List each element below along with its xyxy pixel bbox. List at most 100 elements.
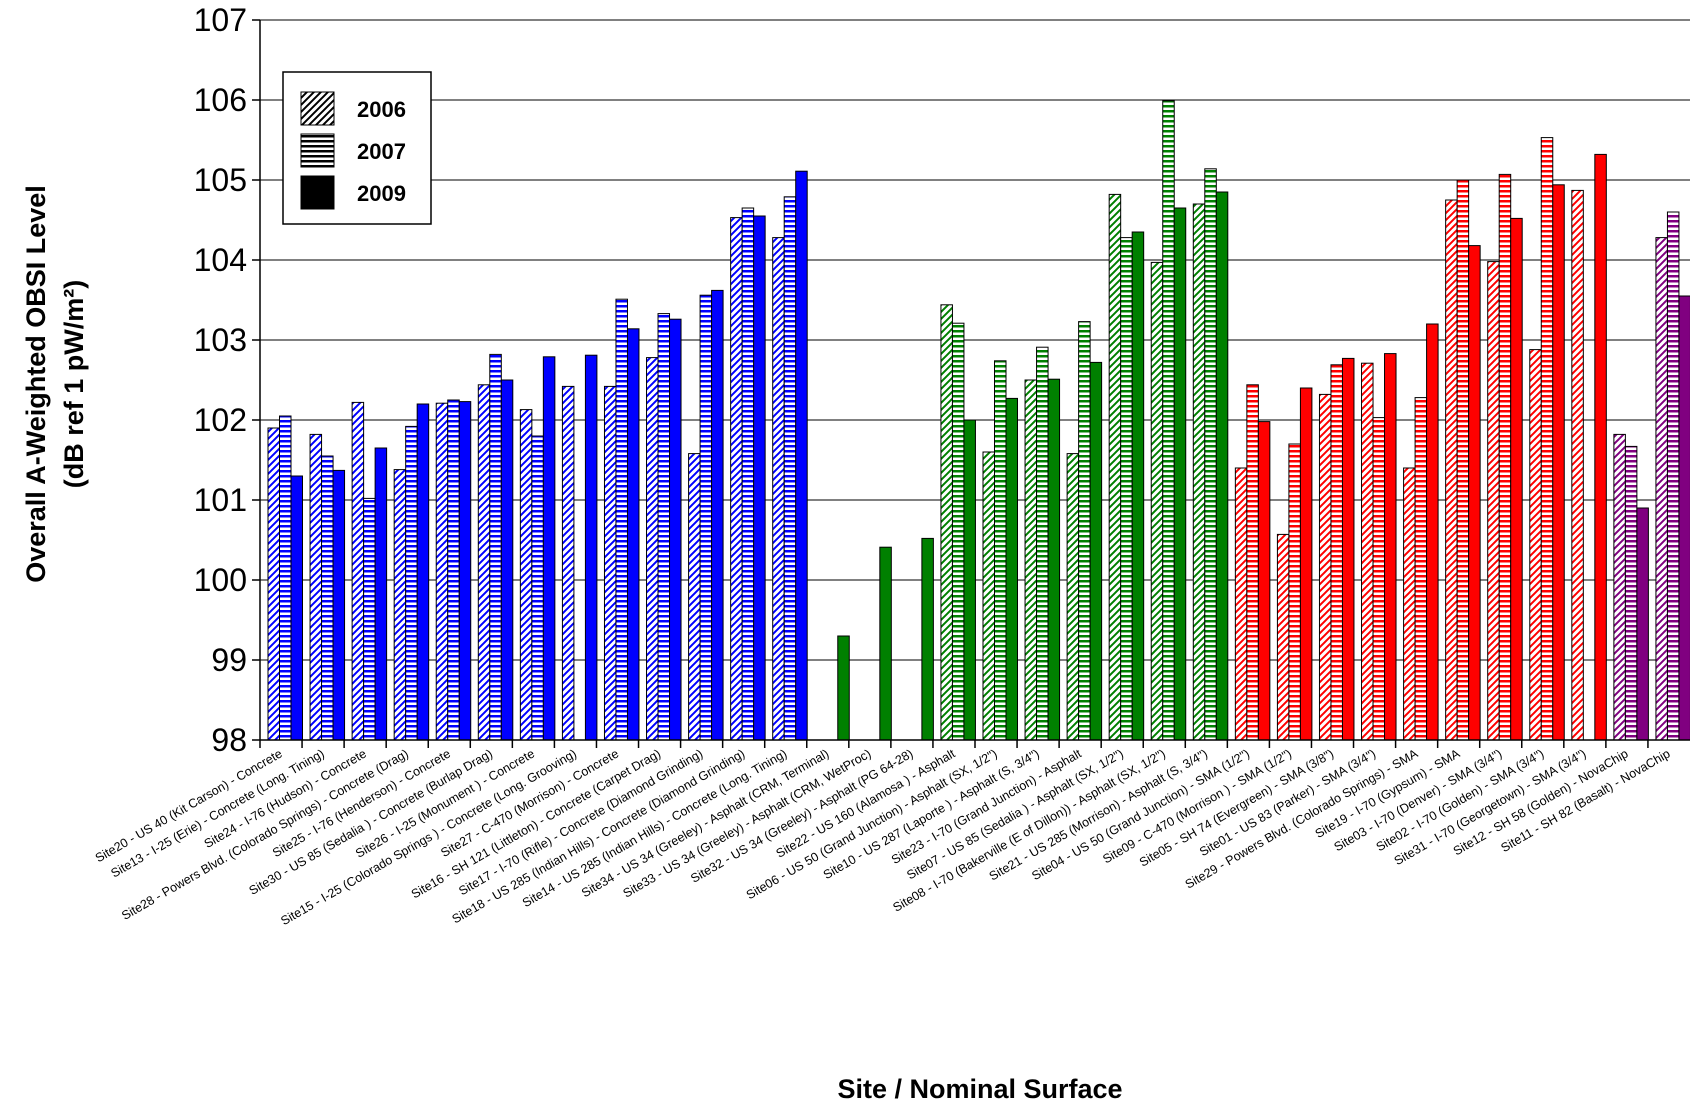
bar-2007 <box>951 322 965 741</box>
legend-swatch-2006 <box>300 91 335 126</box>
bar-2007 <box>1330 364 1343 741</box>
bar-2009 <box>290 475 303 741</box>
y-tick-label: 107 <box>194 2 247 38</box>
bar-2007 <box>1414 397 1428 741</box>
bar-2009 <box>1468 245 1481 741</box>
bar-2009 <box>921 537 934 741</box>
bar-2006 <box>730 217 743 741</box>
bar-2009 <box>458 401 472 741</box>
bar-2006 <box>1150 261 1164 741</box>
bar-2009 <box>584 354 598 741</box>
bar-2006 <box>603 385 617 741</box>
x-category-label: Site28 - Powers Blvd. (Colorado Springs)… <box>119 746 411 922</box>
y-tick-label: 104 <box>194 242 247 278</box>
bar-2009 <box>1552 184 1565 741</box>
y-tick-label: 101 <box>194 482 247 518</box>
bar-2009 <box>1047 378 1061 741</box>
bar-2007 <box>615 298 628 741</box>
bar-2006 <box>519 409 533 741</box>
bar-2006 <box>1361 362 1374 741</box>
y-axis-title-line1: Overall A-Weighted OBSI Level <box>21 185 51 583</box>
bar-2009 <box>837 635 850 741</box>
bar-2006 <box>982 451 995 741</box>
bar-2007 <box>1666 211 1680 741</box>
bar-2006 <box>646 357 659 741</box>
bar-2009 <box>1131 231 1145 741</box>
bar-2009 <box>500 379 514 741</box>
bar-2007 <box>699 294 713 741</box>
bar-2006 <box>1024 379 1038 741</box>
bar-2006 <box>688 453 701 741</box>
bar-2007 <box>1288 443 1301 741</box>
bar-2007 <box>489 353 502 741</box>
bar-2009 <box>963 419 976 741</box>
bar-2009 <box>879 546 892 741</box>
bar-2007 <box>1078 321 1091 741</box>
y-tick-labels: 98 99 100 101 102 103 104 105 106 107 <box>194 2 247 758</box>
y-axis-title-line2: (dB ref 1 pW/m²) <box>59 280 89 489</box>
bar-2009 <box>542 356 556 741</box>
bar-2009 <box>1299 387 1313 741</box>
legend-swatch-2009 <box>300 175 335 210</box>
bar-2006 <box>1655 237 1668 741</box>
legend-label-2009: 2009 <box>357 181 406 206</box>
bar-2009 <box>1678 295 1690 741</box>
bar-2006 <box>435 402 449 741</box>
bar-2007 <box>741 207 755 741</box>
bar-2009 <box>795 170 808 741</box>
bar-2009 <box>1005 397 1018 741</box>
bar-2006 <box>1403 467 1416 741</box>
bar-2007 <box>1624 445 1638 741</box>
bar-2009 <box>1215 191 1229 741</box>
y-tick-label: 98 <box>211 722 247 758</box>
bar-2006 <box>561 385 575 741</box>
bars <box>267 100 1690 741</box>
bar-2009 <box>669 318 682 741</box>
x-category-labels: Site20 - US 40 (Kit Carson) - ConcreteSi… <box>93 746 1673 928</box>
bar-2007 <box>1540 137 1554 741</box>
bar-2006 <box>477 384 491 741</box>
y-tick-label: 103 <box>194 322 247 358</box>
bar-2009 <box>1257 421 1271 741</box>
axes <box>252 19 1690 748</box>
y-tick-label: 106 <box>194 82 247 118</box>
bar-2009 <box>1173 207 1187 741</box>
bar-2006 <box>1318 393 1332 741</box>
legend: 2006 2007 2009 <box>282 71 432 225</box>
bar-2009 <box>1341 357 1355 741</box>
bar-2007 <box>1204 168 1217 741</box>
y-tick-label: 99 <box>211 642 247 678</box>
bar-2007 <box>1162 100 1175 741</box>
bar-2009 <box>1510 217 1523 741</box>
bar-2007 <box>1120 237 1133 741</box>
bar-2007 <box>783 196 797 741</box>
bar-2007 <box>1246 384 1259 741</box>
bar-2007 <box>1372 417 1386 741</box>
bar-2006 <box>267 427 280 741</box>
bar-2009 <box>626 328 640 741</box>
y-tick-label: 105 <box>194 162 247 198</box>
bar-2006 <box>351 401 365 741</box>
bar-2009 <box>711 289 724 741</box>
bar-2007 <box>447 399 460 741</box>
y-tick-label: 100 <box>194 562 247 598</box>
bar-2006 <box>1276 533 1290 741</box>
legend-label-2007: 2007 <box>357 139 406 164</box>
bar-2006 <box>1571 189 1584 741</box>
bar-2007 <box>279 415 292 741</box>
bar-2009 <box>1384 353 1397 741</box>
bar-2007 <box>994 360 1007 741</box>
bar-2007 <box>405 425 418 741</box>
bar-2006 <box>1529 349 1542 741</box>
bar-2009 <box>1594 153 1607 741</box>
bar-2007 <box>1456 179 1470 741</box>
bar-2006 <box>1108 193 1122 741</box>
bar-2009 <box>1089 361 1103 741</box>
bar-2006 <box>940 304 953 741</box>
bar-2006 <box>1487 261 1500 741</box>
bar-2007 <box>531 435 544 741</box>
bar-2006 <box>772 237 785 741</box>
x-axis-title: Site / Nominal Surface <box>837 1074 1122 1102</box>
bar-2007 <box>321 455 334 741</box>
bar-2009 <box>416 403 430 741</box>
